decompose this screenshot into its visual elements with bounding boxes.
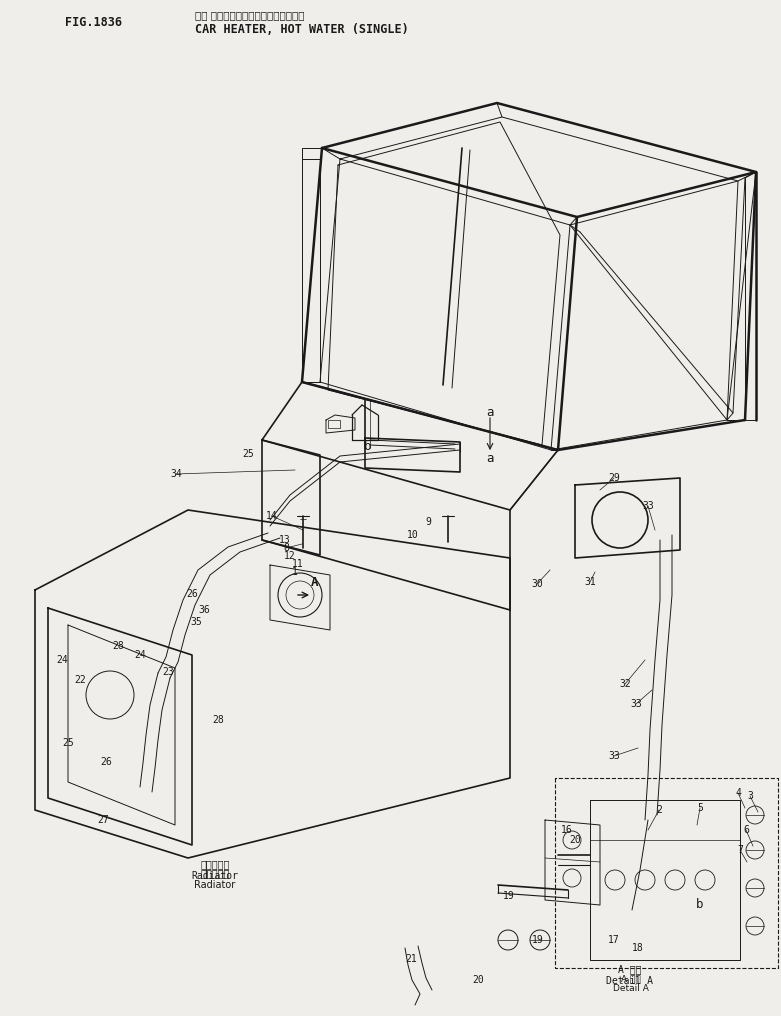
Text: 7: 7 — [737, 845, 743, 855]
Text: 28: 28 — [112, 641, 124, 651]
Circle shape — [746, 841, 764, 859]
Text: b: b — [364, 441, 372, 453]
Text: 19: 19 — [532, 935, 544, 945]
Circle shape — [286, 581, 314, 609]
Text: 20: 20 — [569, 835, 581, 845]
Text: 33: 33 — [608, 751, 620, 761]
Text: 32: 32 — [619, 679, 631, 689]
Text: 5: 5 — [697, 803, 703, 813]
Text: 24: 24 — [134, 650, 146, 660]
Text: 21: 21 — [405, 954, 417, 964]
Text: 13: 13 — [279, 535, 291, 545]
Text: 31: 31 — [584, 577, 596, 587]
Text: 28: 28 — [212, 715, 224, 725]
Circle shape — [746, 806, 764, 824]
Text: 35: 35 — [190, 617, 201, 627]
Circle shape — [278, 573, 322, 617]
Text: 2: 2 — [656, 805, 662, 815]
Text: 14: 14 — [266, 511, 278, 521]
Text: 22: 22 — [74, 675, 86, 685]
Text: 16: 16 — [561, 825, 573, 835]
Text: 33: 33 — [630, 699, 642, 709]
Circle shape — [746, 879, 764, 897]
Text: 6: 6 — [743, 825, 749, 835]
Circle shape — [86, 671, 134, 719]
Text: 26: 26 — [186, 589, 198, 599]
Circle shape — [592, 492, 648, 548]
Text: 19: 19 — [503, 891, 515, 901]
Text: 3: 3 — [747, 791, 753, 801]
Circle shape — [746, 917, 764, 935]
Text: a: a — [487, 406, 494, 420]
Text: 20: 20 — [473, 975, 484, 985]
Text: 24: 24 — [56, 655, 68, 665]
Text: 8: 8 — [283, 543, 289, 553]
Text: 25: 25 — [242, 449, 254, 459]
Circle shape — [530, 930, 550, 950]
Text: b: b — [696, 898, 704, 911]
Circle shape — [563, 831, 581, 849]
Text: 29: 29 — [608, 473, 620, 483]
Text: 10: 10 — [407, 530, 419, 539]
Text: ラジエータ
Radiator: ラジエータ Radiator — [191, 860, 238, 881]
Circle shape — [563, 869, 581, 887]
Circle shape — [498, 930, 518, 950]
Text: 12: 12 — [284, 551, 296, 561]
Text: 34: 34 — [170, 469, 182, 479]
Text: 23: 23 — [162, 666, 174, 677]
Text: CAR HEATER, HOT WATER (SINGLE): CAR HEATER, HOT WATER (SINGLE) — [195, 23, 408, 36]
Text: a: a — [487, 452, 494, 465]
Text: 18: 18 — [632, 943, 644, 953]
Text: 26: 26 — [100, 757, 112, 767]
Bar — [328, 420, 340, 428]
Text: A 拡大
Detail A: A 拡大 Detail A — [613, 974, 649, 994]
Text: 4: 4 — [735, 788, 741, 798]
Circle shape — [695, 870, 715, 890]
Text: A: A — [312, 575, 319, 588]
Text: A 拡大
Detail A: A 拡大 Detail A — [607, 964, 654, 986]
Text: 11: 11 — [292, 559, 304, 569]
Text: FIG.1836: FIG.1836 — [65, 16, 122, 29]
Text: 17: 17 — [608, 935, 620, 945]
Text: 25: 25 — [62, 738, 74, 748]
Circle shape — [665, 870, 685, 890]
Text: ラジエータ
Radiator: ラジエータ Radiator — [194, 868, 236, 890]
Text: カー ヒータ（オンスイ）（シングル）: カー ヒータ（オンスイ）（シングル） — [195, 10, 305, 20]
Text: 1: 1 — [292, 567, 298, 577]
Text: 27: 27 — [97, 815, 109, 825]
Text: 9: 9 — [425, 517, 431, 527]
Circle shape — [605, 870, 625, 890]
Text: 30: 30 — [531, 579, 543, 589]
Circle shape — [635, 870, 655, 890]
Text: 36: 36 — [198, 605, 210, 615]
Text: 33: 33 — [642, 501, 654, 511]
